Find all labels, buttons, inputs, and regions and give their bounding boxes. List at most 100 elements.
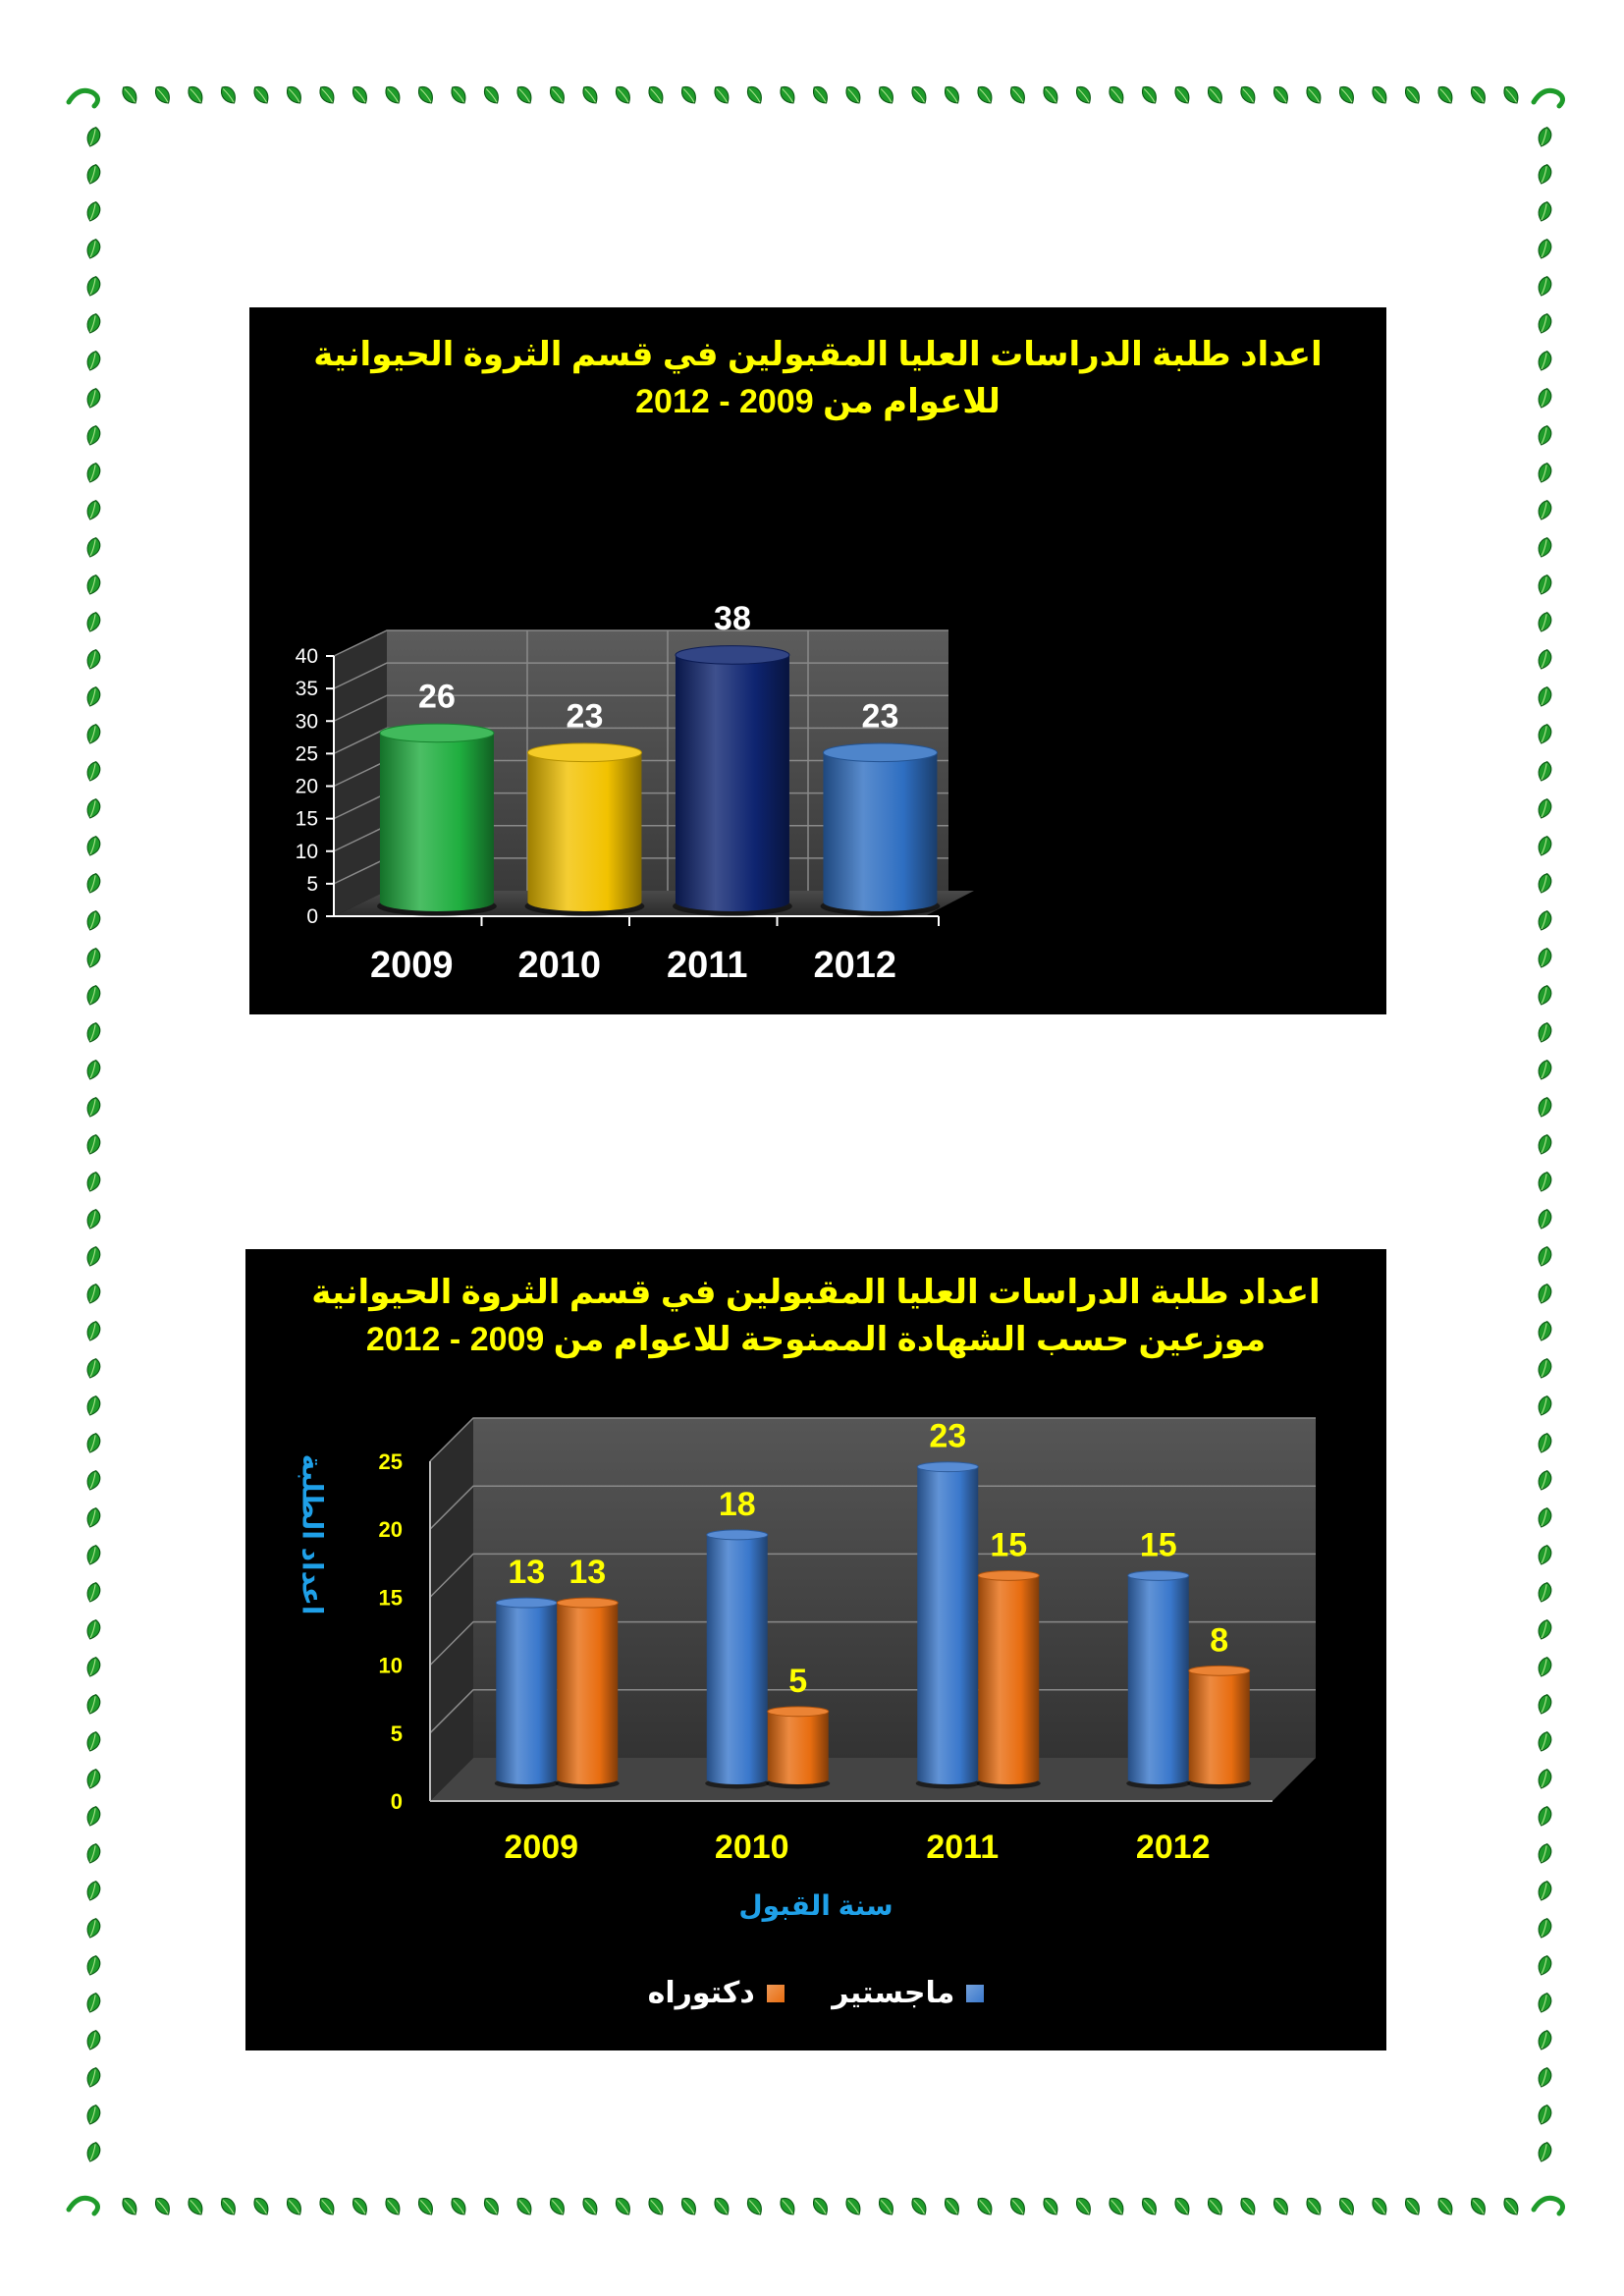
y-tick-label: 10 (296, 841, 318, 863)
corner-ornament (1531, 87, 1565, 109)
y-tick-label: 40 (296, 645, 318, 668)
leaf-ornament (83, 2028, 103, 2052)
leaf-ornament (1535, 1020, 1554, 1045)
leaf-ornament (743, 82, 767, 107)
leaf-ornament (83, 423, 103, 448)
leaf-ornament (283, 2194, 306, 2218)
leaf-ornament (1535, 1841, 1554, 1866)
leaf-ornament (118, 2194, 141, 2218)
leaf-ornament (1535, 386, 1554, 410)
leaf-ornament (973, 82, 997, 107)
leaf-ornament (1368, 82, 1391, 107)
side-wall (430, 1418, 473, 1801)
leaf-ornament (1170, 82, 1194, 107)
leaf-ornament (1535, 1729, 1554, 1754)
floor (430, 1758, 1316, 1801)
leaf-ornament (414, 2194, 438, 2218)
leaf-ornament (1499, 82, 1523, 107)
leaf-ornament (83, 1580, 103, 1605)
data-label: 18 (719, 1486, 756, 1523)
leaf-ornament (1535, 2103, 1554, 2127)
leaf-ornament (1535, 162, 1554, 187)
leaf-ornament (1535, 1356, 1554, 1381)
leaf-ornament (875, 2194, 898, 2218)
leaf-ornament (217, 82, 241, 107)
leaf-ornament (1535, 1617, 1554, 1642)
bar-2012-phd (1187, 1665, 1252, 1789)
leaf-ornament (875, 82, 898, 107)
y-tick-label: 0 (306, 905, 318, 928)
back-wall (473, 1418, 1316, 1758)
data-label: 38 (714, 600, 751, 637)
leaf-ornament (1204, 2194, 1227, 2218)
leaf-ornament (83, 1170, 103, 1194)
leaf-ornament (1535, 1132, 1554, 1157)
leaf-ornament (83, 1953, 103, 1978)
x-tick-label: 2009 (370, 945, 454, 986)
leaf-ornament (349, 2194, 372, 2218)
leaf-ornament (1535, 461, 1554, 485)
leaf-ornament (83, 983, 103, 1008)
leaf-ornament (1535, 1095, 1554, 1120)
leaf-ornament (83, 722, 103, 746)
data-label: 23 (567, 697, 604, 735)
legend-item-phd: دكتوراه (648, 1976, 785, 2010)
leaf-ornament (249, 82, 273, 107)
leaf-ornament (283, 82, 306, 107)
leaf-ornament (1335, 82, 1359, 107)
leaf-ornament (612, 2194, 635, 2218)
leaf-ornament (1535, 1916, 1554, 1941)
y-tick-label: 5 (306, 873, 318, 896)
y-tick-label: 0 (391, 1789, 403, 1814)
leaf-ornament (1302, 2194, 1326, 2218)
leaf-ornament (546, 82, 569, 107)
leaf-ornament (184, 82, 207, 107)
leaf-ornament (151, 2194, 175, 2218)
leaf-ornament (1535, 2028, 1554, 2052)
leaf-ornament (1072, 2194, 1096, 2218)
leaf-ornament (1236, 82, 1260, 107)
leaf-ornament (644, 82, 668, 107)
legend-item-masters: ماجستير (832, 1976, 985, 2010)
leaf-ornament (644, 2194, 668, 2218)
leaf-ornament (1535, 1543, 1554, 1567)
leaf-ornament (941, 82, 964, 107)
leaf-ornament (1434, 2194, 1457, 2218)
bar-2012-masters (1126, 1569, 1191, 1789)
leaf-ornament (1006, 82, 1030, 107)
y-tick-label: 15 (379, 1585, 403, 1610)
leaf-ornament (1368, 2194, 1391, 2218)
bar-2009-phd (555, 1597, 620, 1789)
leaf-ornament (83, 610, 103, 634)
leaf-ornament (83, 311, 103, 336)
leaf-ornament (1535, 199, 1554, 224)
leaf-ornament (809, 2194, 833, 2218)
leaf-ornament (841, 82, 865, 107)
leaf-ornament (513, 82, 536, 107)
data-label: 23 (929, 1418, 966, 1455)
y-axis-title: اعداد الطلبة (297, 1453, 328, 1615)
chart-title: اعداد طلبة الدراسات العليا المقبولين في … (249, 331, 1386, 425)
legend-label-phd: دكتوراه (647, 1977, 755, 2009)
leaf-ornament (83, 1132, 103, 1157)
leaf-ornament (83, 1319, 103, 1343)
y-tick-label: 20 (379, 1517, 403, 1542)
chart-title: اعداد طلبة الدراسات العليا المقبولين في … (245, 1269, 1386, 1363)
leaf-ornament (1535, 796, 1554, 821)
leaf-ornament (83, 1991, 103, 2015)
leaf-ornament (1535, 759, 1554, 784)
leaf-ornament (83, 461, 103, 485)
leaf-ornament (83, 1095, 103, 1120)
leaf-ornament (480, 82, 504, 107)
bar-2012 (820, 742, 941, 916)
leaf-ornament (1535, 274, 1554, 299)
leaf-ornament (381, 82, 405, 107)
leaf-ornament (83, 2065, 103, 2090)
leaf-ornament (83, 759, 103, 784)
leaf-ornament (118, 82, 141, 107)
leaf-ornament (578, 82, 602, 107)
leaf-ornament (1535, 610, 1554, 634)
leaf-ornament (83, 1505, 103, 1530)
y-tick-label: 25 (296, 742, 318, 765)
bar-2009-masters (494, 1597, 559, 1789)
